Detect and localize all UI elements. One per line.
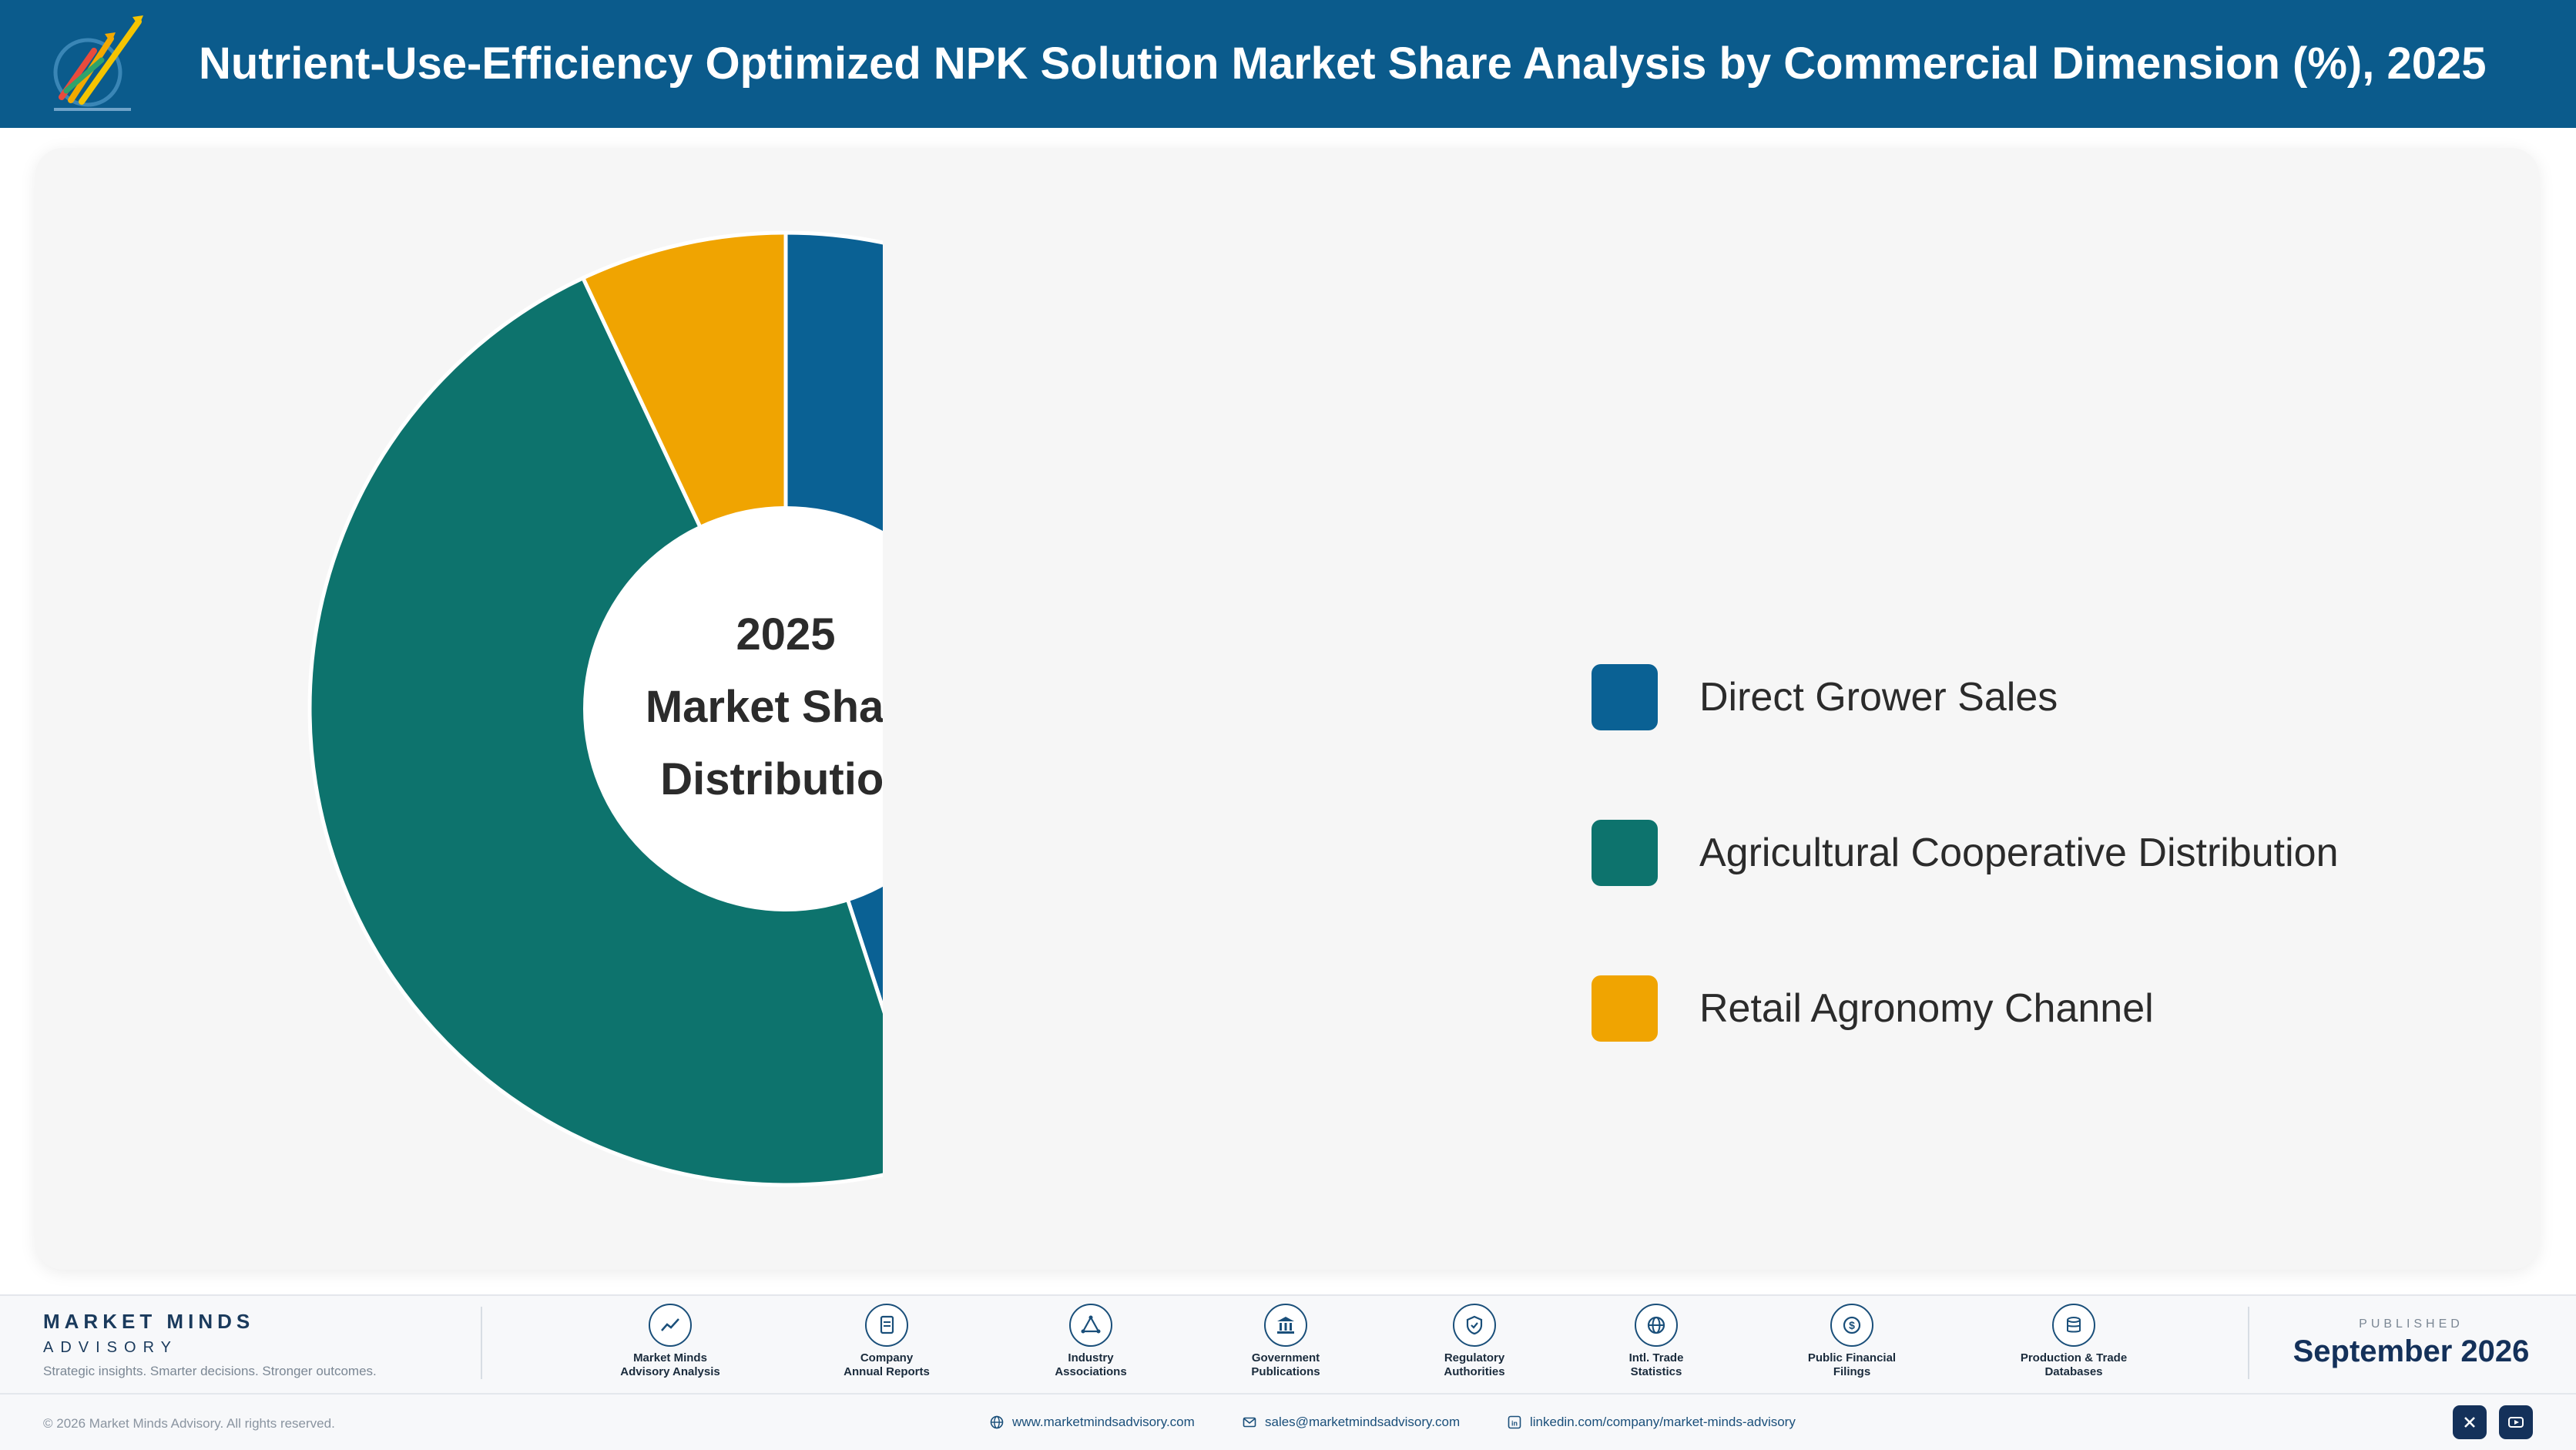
- x-icon[interactable]: [2453, 1405, 2487, 1439]
- legend-item-agricultural-cooperative-distribution: Agricultural Cooperative Distribution: [1592, 818, 2439, 888]
- brand-tagline: Strategic insights. Smarter decisions. S…: [43, 1364, 377, 1378]
- brand-sub: ADVISORY: [43, 1339, 178, 1356]
- linkedin-icon: in: [1508, 1415, 1521, 1429]
- source-industry-associations: Industry Associations: [1006, 1304, 1176, 1379]
- shield-check-icon: [1453, 1304, 1496, 1347]
- source-label: Production & Trade: [2020, 1351, 2128, 1364]
- donut-chart: 2025 Market Share Distribution: [307, 230, 883, 1187]
- source-label: Regulatory: [1444, 1351, 1505, 1364]
- source-government-publications: Government Publications: [1201, 1304, 1370, 1379]
- center-label-line-3: Distribution: [660, 754, 883, 804]
- footer-divider: [0, 1393, 2576, 1395]
- source-label: Annual Reports: [844, 1365, 930, 1378]
- network-icon: [1069, 1304, 1112, 1347]
- donut-center-hole: [583, 506, 883, 911]
- source-label: Filings: [1833, 1365, 1871, 1378]
- brand-name: MARKET MINDS: [43, 1310, 255, 1333]
- source-public-financial-filings: $ Public Financial Filings: [1767, 1304, 1937, 1379]
- database-icon: [2052, 1304, 2095, 1347]
- divider: [2248, 1307, 2249, 1379]
- legend-swatch: [1592, 664, 1658, 730]
- linkedin-text: linkedin.com/company/market-minds-adviso…: [1530, 1415, 1796, 1429]
- copyright: © 2026 Market Minds Advisory. All rights…: [43, 1416, 335, 1431]
- header-bar: Nutrient-Use-Efficiency Optimized NPK So…: [0, 0, 2576, 128]
- legend-swatch: [1592, 820, 1658, 886]
- source-label: Company: [860, 1351, 914, 1364]
- government-building-icon: [1264, 1304, 1307, 1347]
- document-icon: [865, 1304, 908, 1347]
- published-date: September 2026: [2293, 1334, 2530, 1368]
- source-label: Authorities: [1444, 1365, 1505, 1378]
- source-label: Government: [1251, 1351, 1320, 1364]
- source-label: Associations: [1055, 1365, 1127, 1378]
- center-label-line-2: Market Share: [646, 682, 883, 732]
- center-label-line-1: 2025: [736, 609, 835, 660]
- email-link[interactable]: sales@marketmindsadvisory.com: [1242, 1415, 1460, 1430]
- source-label: Market Minds: [633, 1351, 707, 1364]
- email-text: sales@marketmindsadvisory.com: [1265, 1415, 1461, 1429]
- svg-text:in: in: [1511, 1420, 1518, 1428]
- svg-text:$: $: [1849, 1319, 1855, 1331]
- legend-label: Agricultural Cooperative Distribution: [1699, 831, 2339, 875]
- source-market-minds-analysis: Market Minds Advisory Analysis: [585, 1304, 755, 1379]
- divider: [481, 1307, 482, 1379]
- globe-icon: [990, 1415, 1004, 1429]
- source-label: Intl. Trade: [1628, 1351, 1684, 1364]
- website-link[interactable]: www.marketmindsadvisory.com: [989, 1415, 1195, 1430]
- source-regulatory-authorities: Regulatory Authorities: [1390, 1304, 1559, 1379]
- published-label: PUBLISHED: [2359, 1317, 2464, 1331]
- source-label: Public Financial: [1807, 1351, 1897, 1364]
- source-intl-trade-statistics: Intl. Trade Statistics: [1571, 1304, 1741, 1379]
- legend-label: Retail Agronomy Channel: [1699, 986, 2154, 1031]
- legend-item-direct-grower-sales: Direct Grower Sales: [1592, 663, 2439, 732]
- footer: MARKET MINDS ADVISORY Strategic insights…: [0, 1294, 2576, 1450]
- legend-label: Direct Grower Sales: [1699, 675, 2058, 720]
- source-production-trade-databases: Production & Trade Databases: [1989, 1304, 2158, 1379]
- globe-icon: [1635, 1304, 1678, 1347]
- legend-item-retail-agronomy-channel: Retail Agronomy Channel: [1592, 974, 2439, 1043]
- youtube-icon[interactable]: [2499, 1405, 2533, 1439]
- source-label: Statistics: [1630, 1365, 1682, 1378]
- chart-card: 2025 Market Share Distribution Direct Gr…: [35, 148, 2539, 1270]
- source-company-annual-reports: Company Annual Reports: [802, 1304, 971, 1379]
- page-title: Nutrient-Use-Efficiency Optimized NPK So…: [199, 39, 2487, 89]
- legend-swatch: [1592, 975, 1658, 1042]
- source-label: Advisory Analysis: [620, 1365, 720, 1378]
- currency-icon: $: [1830, 1304, 1873, 1347]
- website-text: www.marketmindsadvisory.com: [1012, 1415, 1195, 1429]
- market-minds-logo-icon: [53, 15, 143, 111]
- source-label: Databases: [2044, 1365, 2103, 1378]
- trend-chart-icon: [649, 1304, 692, 1347]
- source-label: Publications: [1251, 1365, 1320, 1378]
- mail-icon: [1243, 1417, 1256, 1428]
- linkedin-link[interactable]: in linkedin.com/company/market-minds-adv…: [1507, 1415, 1796, 1430]
- source-label: Industry: [1068, 1351, 1114, 1364]
